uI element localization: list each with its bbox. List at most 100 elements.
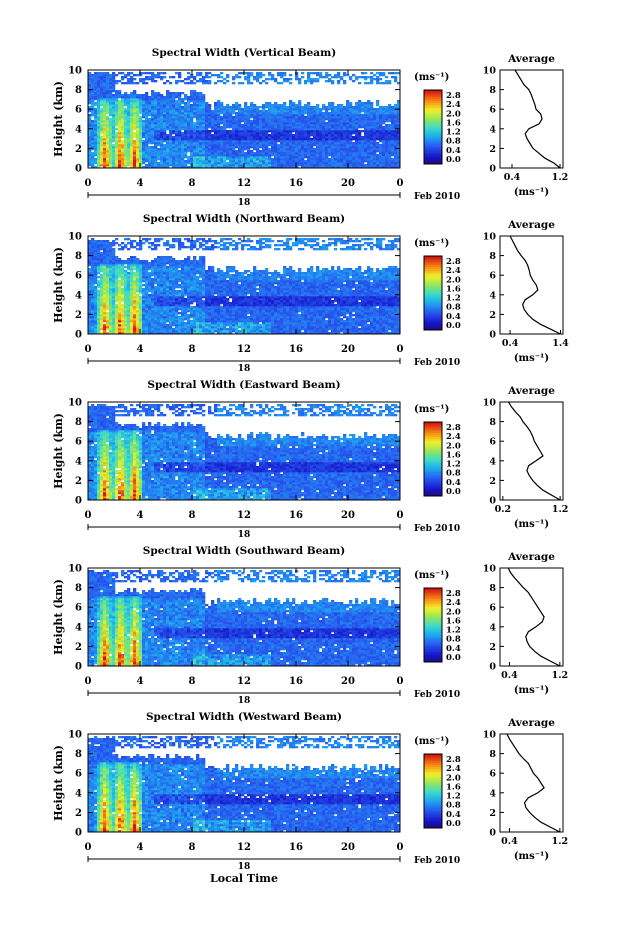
heatmap-cell: [250, 126, 254, 129]
heatmap-cell: [397, 106, 401, 109]
heatmap-cell: [298, 112, 302, 115]
heatmap-cell: [385, 118, 389, 121]
heatmap-cell: [370, 120, 374, 123]
heatmap-cell: [91, 332, 95, 335]
heatmap-cell: [97, 128, 101, 131]
heatmap-cell: [91, 284, 95, 287]
heatmap-cell: [358, 112, 362, 115]
heatmap-cell: [91, 296, 95, 299]
heatmap-cell: [385, 156, 389, 159]
heatmap-cell: [172, 120, 176, 123]
heatmap-cell: [271, 158, 275, 161]
heatmap-cell: [115, 290, 119, 293]
heatmap-cell: [289, 82, 293, 85]
heatmap-cell: [154, 110, 158, 113]
heatmap-cell: [175, 128, 179, 131]
heatmap-cell: [184, 96, 188, 99]
heatmap-cell: [154, 282, 158, 285]
heatmap-cell: [391, 140, 395, 143]
heatmap-cell: [97, 76, 101, 79]
heatmap-cell: [187, 76, 191, 79]
heatmap-cell: [151, 322, 155, 325]
heatmap-cell: [319, 166, 323, 169]
heatmap-cell: [202, 156, 206, 159]
heatmap-cell: [154, 122, 158, 125]
heatmap-cell: [217, 154, 221, 157]
heatmap-cell: [355, 108, 359, 111]
heatmap-cell: [316, 140, 320, 143]
heatmap-cell: [283, 160, 287, 163]
heatmap-cell: [151, 242, 155, 245]
heatmap-cell: [349, 136, 353, 139]
heatmap-cell: [175, 166, 179, 169]
heatmap-cell: [157, 306, 161, 309]
heatmap-cell: [175, 132, 179, 135]
heatmap-cell: [385, 138, 389, 141]
heatmap-cell: [367, 112, 371, 115]
heatmap-cell: [271, 166, 275, 169]
heatmap-cell: [301, 76, 305, 79]
heatmap-cell: [157, 120, 161, 123]
heatmap-cell: [277, 120, 281, 123]
heatmap-cell: [325, 164, 329, 167]
heatmap-cell: [151, 104, 155, 107]
heatmap-cell: [109, 300, 113, 303]
heatmap-cell: [196, 124, 200, 127]
heatmap-cell: [163, 114, 167, 117]
heatmap-cell: [154, 264, 158, 267]
heatmap-cell: [148, 150, 152, 153]
heatmap-cell: [199, 138, 203, 141]
heatmap-cell: [292, 138, 296, 141]
heatmap-cell: [394, 112, 398, 115]
heatmap-cell: [307, 126, 311, 129]
heatmap-cell: [220, 120, 224, 123]
heatmap-cell: [259, 132, 263, 135]
heatmap-cell: [154, 290, 158, 293]
heatmap-cell: [235, 152, 239, 155]
heatmap-cell: [268, 142, 272, 145]
heatmap-cell: [145, 318, 149, 321]
heatmap-cell: [175, 160, 179, 163]
heatmap-cell: [271, 152, 275, 155]
heatmap-cell: [283, 162, 287, 165]
heatmap-cell: [172, 126, 176, 129]
heatmap-cell: [97, 82, 101, 85]
heatmap-cell: [322, 116, 326, 119]
heatmap-cell: [319, 140, 323, 143]
heatmap-cell: [220, 140, 224, 143]
heatmap-cell: [115, 122, 119, 125]
colorbar-segment: [424, 115, 442, 119]
heatmap-cell: [151, 166, 155, 169]
heatmap-cell: [115, 280, 119, 283]
heatmap-cell: [229, 138, 233, 141]
heatmap-cell: [106, 304, 110, 307]
heatmap-cell: [238, 76, 242, 79]
heatmap-cell: [289, 118, 293, 121]
heatmap-cell: [145, 122, 149, 125]
heatmap-cell: [220, 144, 224, 147]
heatmap-cell: [235, 140, 239, 143]
heatmap-cell: [127, 138, 131, 141]
heatmap-cell: [208, 118, 212, 121]
heatmap-cell: [181, 162, 185, 165]
heatmap-cell: [166, 148, 170, 151]
heatmap-cell: [127, 260, 131, 263]
heatmap-cell: [202, 144, 206, 147]
heatmap-cell: [97, 90, 101, 93]
heatmap-cell: [307, 166, 311, 169]
heatmap-cell: [100, 294, 104, 297]
heatmap-cell: [316, 162, 320, 165]
heatmap-cell: [292, 162, 296, 165]
heatmap-cell: [127, 102, 131, 105]
heatmap-cell: [238, 122, 242, 125]
heatmap-cell: [229, 148, 233, 151]
heatmap-cell: [100, 158, 104, 161]
heatmap-cell: [259, 136, 263, 139]
y-tick-label: 8: [75, 85, 82, 96]
heatmap-cell: [139, 98, 143, 101]
heatmap-cell: [268, 78, 272, 81]
heatmap-cell: [334, 130, 338, 133]
heatmap-cell: [109, 318, 113, 321]
heatmap-cell: [88, 146, 92, 149]
heatmap-cell: [292, 146, 296, 149]
